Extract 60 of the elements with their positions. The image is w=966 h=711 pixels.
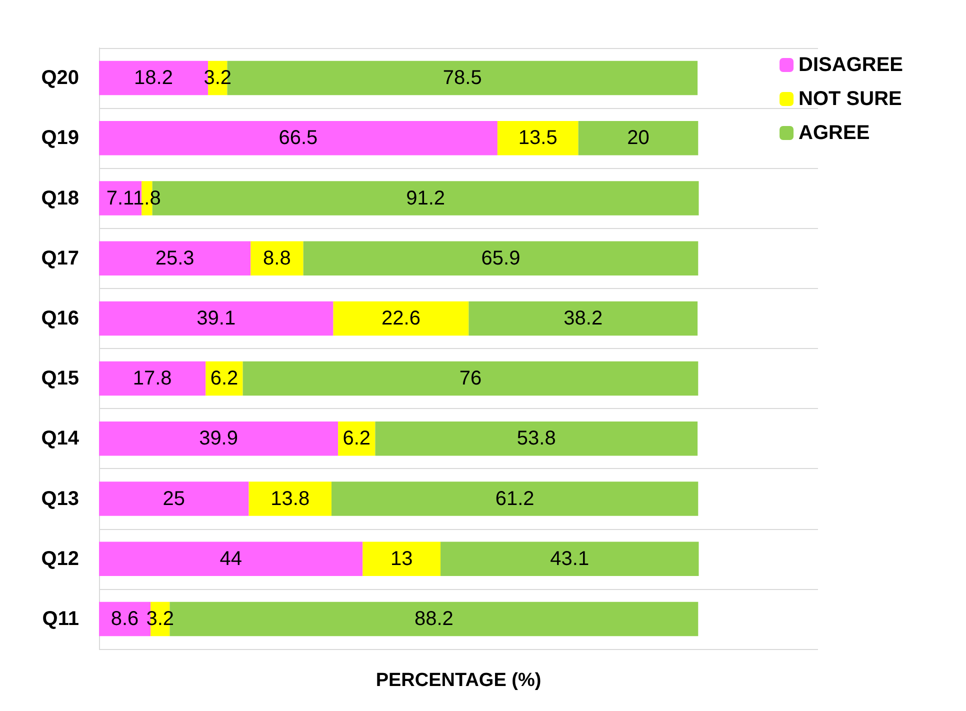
y-tick-label: Q18 <box>41 187 79 210</box>
data-label: 61.2 <box>495 488 534 510</box>
bar <box>440 542 699 576</box>
bar <box>99 361 206 396</box>
legend-label: DISAGREE <box>798 54 904 76</box>
bar <box>362 542 441 576</box>
bar <box>99 482 249 516</box>
data-label: 78.5 <box>442 67 482 90</box>
y-tick-label: Q16 <box>41 307 79 330</box>
legend-label: AGREE <box>798 122 870 144</box>
bar <box>242 361 698 396</box>
bar <box>578 121 698 156</box>
data-label: 8.8 <box>263 247 291 270</box>
bar <box>331 482 698 516</box>
bar <box>375 422 698 456</box>
y-tick-label: Q14 <box>41 428 80 450</box>
x-axis-title: PERCENTAGE (%) <box>376 670 542 691</box>
data-label: 53.8 <box>516 428 556 450</box>
data-label: 39.9 <box>199 428 238 450</box>
data-label: 13.8 <box>270 488 310 510</box>
data-label: 20 <box>627 127 650 150</box>
y-tick-label: Q20 <box>41 67 79 90</box>
data-label: 13 <box>390 548 413 570</box>
data-label: 65.9 <box>481 247 520 270</box>
y-tick-label: Q13 <box>41 488 79 510</box>
data-label: 22.6 <box>382 307 420 330</box>
data-label: 76 <box>459 368 482 390</box>
data-label: 17.8 <box>132 368 172 390</box>
y-tick-label: Q19 <box>41 127 79 150</box>
bar <box>99 301 334 336</box>
bar <box>333 301 469 336</box>
data-label: 43.1 <box>550 548 590 570</box>
data-label: 8.6 <box>110 608 139 630</box>
bar <box>248 482 332 516</box>
data-label: 7.1 <box>106 187 134 210</box>
data-label: 6.2 <box>342 428 371 450</box>
data-label: 91.2 <box>406 187 446 210</box>
data-label: 13.5 <box>518 127 558 150</box>
bar <box>99 542 363 576</box>
data-label: 6.2 <box>210 368 238 390</box>
data-label: 18.2 <box>134 67 173 90</box>
y-tick-label: Q12 <box>41 548 79 570</box>
bar <box>99 241 251 276</box>
bar <box>99 422 338 456</box>
bar <box>99 121 498 156</box>
legend-label: NOT SURE <box>798 88 902 110</box>
data-label: 44 <box>220 548 242 570</box>
y-tick-label: Q17 <box>41 247 79 270</box>
y-tick-label: Q15 <box>41 368 79 390</box>
data-label: 25.3 <box>155 247 194 270</box>
bar <box>303 241 698 276</box>
bar <box>468 301 698 336</box>
bar <box>497 121 578 156</box>
bar <box>250 241 304 276</box>
y-tick-label: Q11 <box>42 608 79 630</box>
data-label: 88.2 <box>414 608 454 630</box>
data-label: 25 <box>162 488 186 510</box>
data-label: 39.1 <box>196 307 236 330</box>
data-label: 66.5 <box>278 127 318 150</box>
data-label: 38.2 <box>564 307 603 330</box>
